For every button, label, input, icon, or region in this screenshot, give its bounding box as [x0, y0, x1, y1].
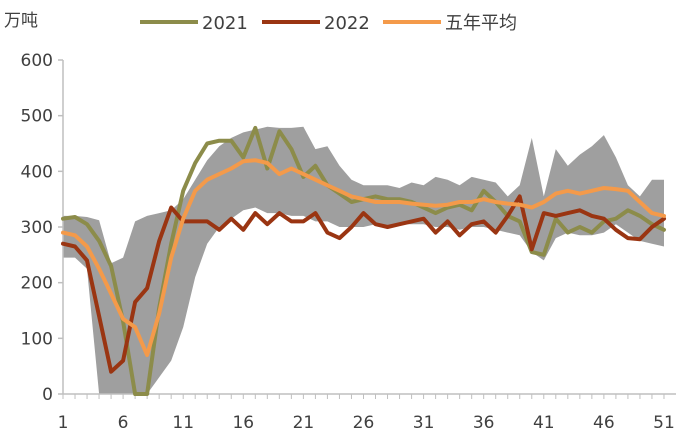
y-unit-label: 万吨 — [4, 11, 38, 31]
legend-label: 2022 — [324, 13, 370, 34]
y-tick-label: 600 — [21, 51, 53, 71]
x-tick-label: 46 — [593, 413, 615, 433]
x-tick-label: 1 — [58, 413, 69, 433]
legend: 2021 2022 五年平均 — [140, 13, 517, 34]
series-line — [61, 158, 666, 357]
x-tick-label: 36 — [473, 413, 495, 433]
series-lines — [61, 125, 666, 396]
legend-label: 五年平均 — [445, 13, 517, 34]
legend-label: 2021 — [202, 13, 248, 34]
x-tick-label: 6 — [118, 413, 129, 433]
range-band — [63, 126, 664, 395]
y-tick-labels: 0 100 200 300 400 500 600 — [21, 51, 53, 405]
x-tick-label: 16 — [232, 413, 254, 433]
y-tick-label: 100 — [21, 329, 53, 349]
y-tick-label: 200 — [21, 274, 53, 294]
range-band-layer — [63, 126, 664, 395]
x-tick-label: 51 — [653, 413, 675, 433]
x-tick-label: 11 — [172, 413, 194, 433]
x-tick-label: 41 — [533, 413, 555, 433]
x-tick-label: 21 — [293, 413, 315, 433]
series-line — [61, 194, 666, 374]
y-tick-label: 300 — [21, 218, 53, 238]
y-tick-label: 400 — [21, 162, 53, 182]
x-tick-label: 26 — [353, 413, 375, 433]
axes — [58, 59, 676, 399]
y-tick-label: 500 — [21, 107, 53, 127]
x-tick-label: 31 — [413, 413, 435, 433]
y-tick-label: 0 — [42, 385, 53, 405]
x-tick-labels: 1 6 11 16 21 26 31 36 41 46 51 — [58, 413, 675, 433]
